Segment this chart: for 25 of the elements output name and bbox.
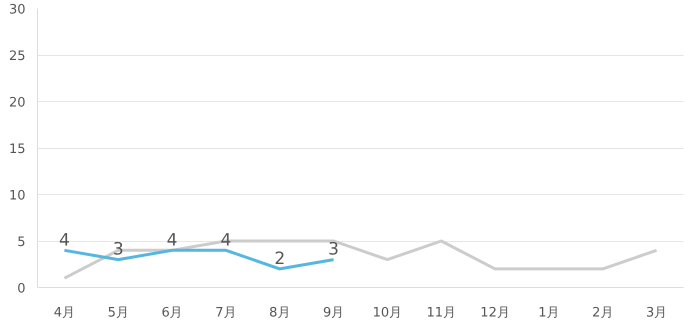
x-tick-label: 12月 [480, 306, 510, 320]
x-tick-label: 8月 [269, 306, 290, 320]
data-label: 4 [166, 230, 178, 250]
y-tick-label: 30 [8, 2, 26, 18]
data-label: 3 [328, 240, 340, 260]
x-tick-label: 1月 [538, 306, 560, 320]
y-tick-label: 10 [8, 188, 26, 204]
x-tick-label: 9月 [322, 306, 344, 320]
x-tick-label: 11月 [426, 306, 456, 320]
x-tick-label: 7月 [215, 306, 237, 320]
data-label: 4 [59, 230, 70, 250]
x-tick-label: 3月 [646, 306, 668, 320]
y-tick-label: 20 [8, 96, 26, 110]
y-tick-label: 15 [8, 142, 26, 157]
data-label: 4 [220, 230, 232, 250]
y-tick-label: 0 [17, 282, 26, 296]
y-tick-label: 25 [8, 49, 26, 64]
x-tick-label: 4月 [54, 306, 76, 320]
x-tick-label: 6月 [161, 306, 183, 320]
data-label: 3 [112, 240, 124, 260]
y-tick-label: 5 [17, 235, 26, 250]
x-tick-label: 10月 [372, 306, 402, 320]
x-tick-label: 5月 [108, 306, 129, 320]
x-tick-label: 2月 [592, 306, 614, 320]
data-label: 2 [274, 248, 286, 269]
